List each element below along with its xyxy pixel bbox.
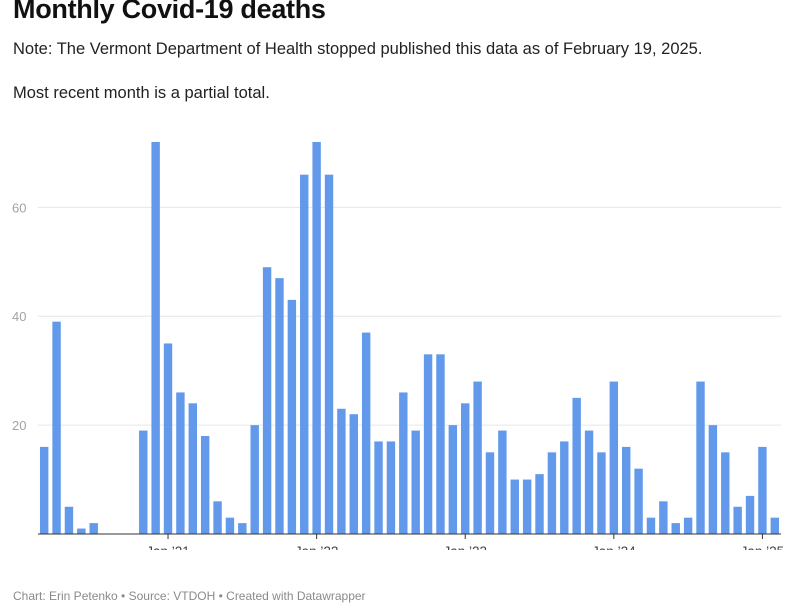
bar <box>374 441 383 534</box>
bar <box>560 441 569 534</box>
x-tick-label: Jan ’23 <box>443 544 487 550</box>
bar <box>721 452 730 534</box>
bar <box>485 452 495 534</box>
bar <box>683 517 693 534</box>
bar <box>745 495 755 534</box>
bar <box>510 479 519 534</box>
bar <box>473 381 482 534</box>
bar <box>522 479 532 534</box>
bar <box>349 414 358 534</box>
bar <box>696 381 705 534</box>
bar <box>671 523 680 534</box>
bar <box>188 403 197 534</box>
bar <box>386 441 396 534</box>
bar <box>262 267 272 534</box>
x-tick-label: Jan ’21 <box>146 544 190 550</box>
bar <box>324 174 334 535</box>
bar <box>287 299 297 534</box>
y-tick-label: 20 <box>12 418 26 433</box>
bar <box>634 468 643 534</box>
bar <box>238 523 247 534</box>
x-tick-label: Jan ’22 <box>295 544 339 550</box>
chart-subnote: Most recent month is a partial total. <box>13 84 270 102</box>
chart-note: Note: The Vermont Department of Health s… <box>13 40 703 58</box>
y-axis-ticks: 20 40 60 <box>12 200 26 433</box>
bar <box>64 506 74 534</box>
bar <box>77 528 86 534</box>
chart-title: Monthly Covid-19 deaths <box>13 0 326 24</box>
bar <box>622 446 631 534</box>
bar <box>163 343 173 534</box>
bar <box>411 430 420 534</box>
chart-footer: Chart: Erin Petenko • Source: VTDOH • Cr… <box>13 589 366 603</box>
bar <box>461 403 470 534</box>
bar <box>535 474 544 534</box>
bar <box>361 332 371 534</box>
bar <box>646 517 656 534</box>
bar <box>597 452 606 534</box>
bar <box>399 392 408 534</box>
x-tick-label: Jan ’25 <box>741 544 785 550</box>
bar <box>770 517 780 534</box>
bar <box>225 517 235 534</box>
bar <box>52 321 61 534</box>
bar <box>498 430 507 534</box>
bar <box>758 446 767 534</box>
bar <box>200 436 210 534</box>
y-tick-label: 40 <box>12 309 26 324</box>
bar <box>423 354 433 534</box>
bar <box>448 425 458 534</box>
bar <box>572 397 581 534</box>
bar <box>250 425 259 534</box>
bar <box>659 501 668 534</box>
bar <box>584 430 594 534</box>
bars <box>39 142 780 535</box>
bar <box>89 523 98 534</box>
bar <box>733 506 742 534</box>
bar <box>300 174 309 535</box>
bar <box>139 430 148 534</box>
bar <box>547 452 557 534</box>
y-tick-label: 60 <box>12 200 26 215</box>
bar <box>176 392 185 534</box>
x-tick-label: Jan ’24 <box>592 544 636 550</box>
bar <box>436 354 445 534</box>
bar <box>151 142 160 534</box>
bar <box>337 408 346 534</box>
x-axis-ticks: Jan ’21 Jan ’22 Jan ’23 Jan ’24 Jan ’25 <box>146 534 784 550</box>
bar <box>39 446 49 534</box>
bar <box>708 425 718 534</box>
gridlines <box>38 206 781 426</box>
bar <box>213 501 222 534</box>
bar <box>609 381 619 534</box>
bar <box>312 142 321 534</box>
bar <box>275 278 284 534</box>
